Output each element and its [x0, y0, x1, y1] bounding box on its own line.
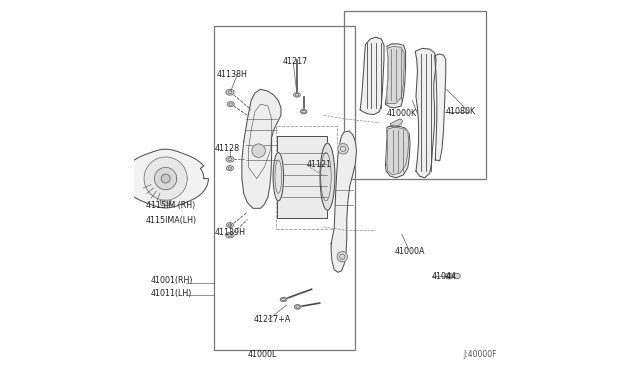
Polygon shape — [144, 157, 187, 200]
Circle shape — [338, 144, 348, 154]
Text: 41000L: 41000L — [248, 350, 277, 359]
Polygon shape — [390, 119, 403, 127]
Text: 41080K: 41080K — [445, 107, 476, 116]
Text: 41011(LH): 41011(LH) — [151, 289, 193, 298]
Ellipse shape — [454, 273, 460, 279]
Ellipse shape — [227, 166, 234, 171]
Polygon shape — [277, 136, 328, 218]
Text: 41000A: 41000A — [394, 247, 425, 256]
Text: 41000K: 41000K — [387, 109, 417, 118]
Text: 41044: 41044 — [431, 272, 456, 280]
Text: J:40000F: J:40000F — [463, 350, 497, 359]
Bar — [214, 26, 355, 350]
Ellipse shape — [226, 156, 234, 162]
Polygon shape — [123, 149, 209, 208]
Bar — [276, 126, 337, 229]
Circle shape — [252, 144, 266, 157]
Text: 41121: 41121 — [307, 160, 332, 169]
Polygon shape — [387, 46, 404, 103]
Text: 4115IM (RH): 4115IM (RH) — [146, 201, 195, 210]
Ellipse shape — [294, 93, 300, 97]
Polygon shape — [385, 126, 410, 178]
Polygon shape — [435, 54, 445, 161]
Ellipse shape — [226, 232, 234, 238]
Polygon shape — [387, 127, 408, 175]
Text: 41001(RH): 41001(RH) — [151, 276, 194, 285]
Ellipse shape — [273, 153, 284, 201]
Text: 41217+A: 41217+A — [254, 315, 291, 324]
Circle shape — [161, 174, 170, 183]
Ellipse shape — [300, 109, 307, 114]
Ellipse shape — [226, 89, 234, 95]
Text: 41138H: 41138H — [216, 70, 248, 79]
Polygon shape — [415, 48, 436, 178]
Text: 4115IMA(LH): 4115IMA(LH) — [146, 216, 197, 225]
Ellipse shape — [280, 297, 287, 302]
Polygon shape — [154, 167, 177, 190]
Polygon shape — [385, 44, 406, 108]
Text: 41128: 41128 — [215, 144, 240, 153]
Ellipse shape — [320, 143, 335, 210]
Polygon shape — [331, 131, 356, 272]
Polygon shape — [242, 89, 281, 208]
Text: 41139H: 41139H — [215, 228, 246, 237]
Bar — [344, 11, 486, 179]
Circle shape — [337, 251, 348, 262]
Ellipse shape — [294, 305, 301, 309]
Ellipse shape — [445, 273, 453, 279]
Ellipse shape — [227, 102, 234, 107]
Polygon shape — [160, 200, 172, 205]
Ellipse shape — [227, 222, 234, 228]
Polygon shape — [360, 37, 384, 115]
Text: 41217: 41217 — [283, 57, 308, 66]
